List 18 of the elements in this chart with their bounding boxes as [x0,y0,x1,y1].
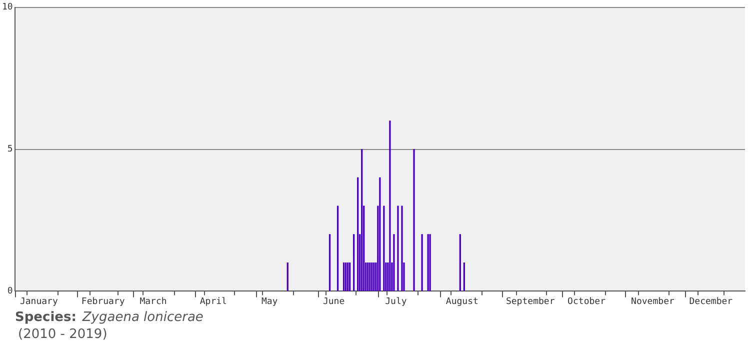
x-tick-label: May [261,296,278,307]
y-tick-label: 10 [2,2,13,13]
x-tick-label: September [506,296,556,307]
text: Species: [15,310,76,325]
text: (2010 - 2019) [18,327,108,342]
x-tick-label: July [385,296,408,307]
x-tick-label: June [322,296,345,307]
x-tick-label: August [446,296,478,307]
x-tick-label: February [81,296,126,307]
x-tick-label: November [631,296,675,307]
x-tick-label: January [20,296,58,307]
x-tick-label: April [200,296,227,307]
x-tick-label: October [568,296,606,307]
x-tick-label: December [689,296,734,307]
y-tick-label: 0 [7,286,13,297]
text: Zygaena lonicerae [82,310,204,325]
y-tick-label: 5 [7,144,13,155]
x-tick-label: March [140,296,167,307]
